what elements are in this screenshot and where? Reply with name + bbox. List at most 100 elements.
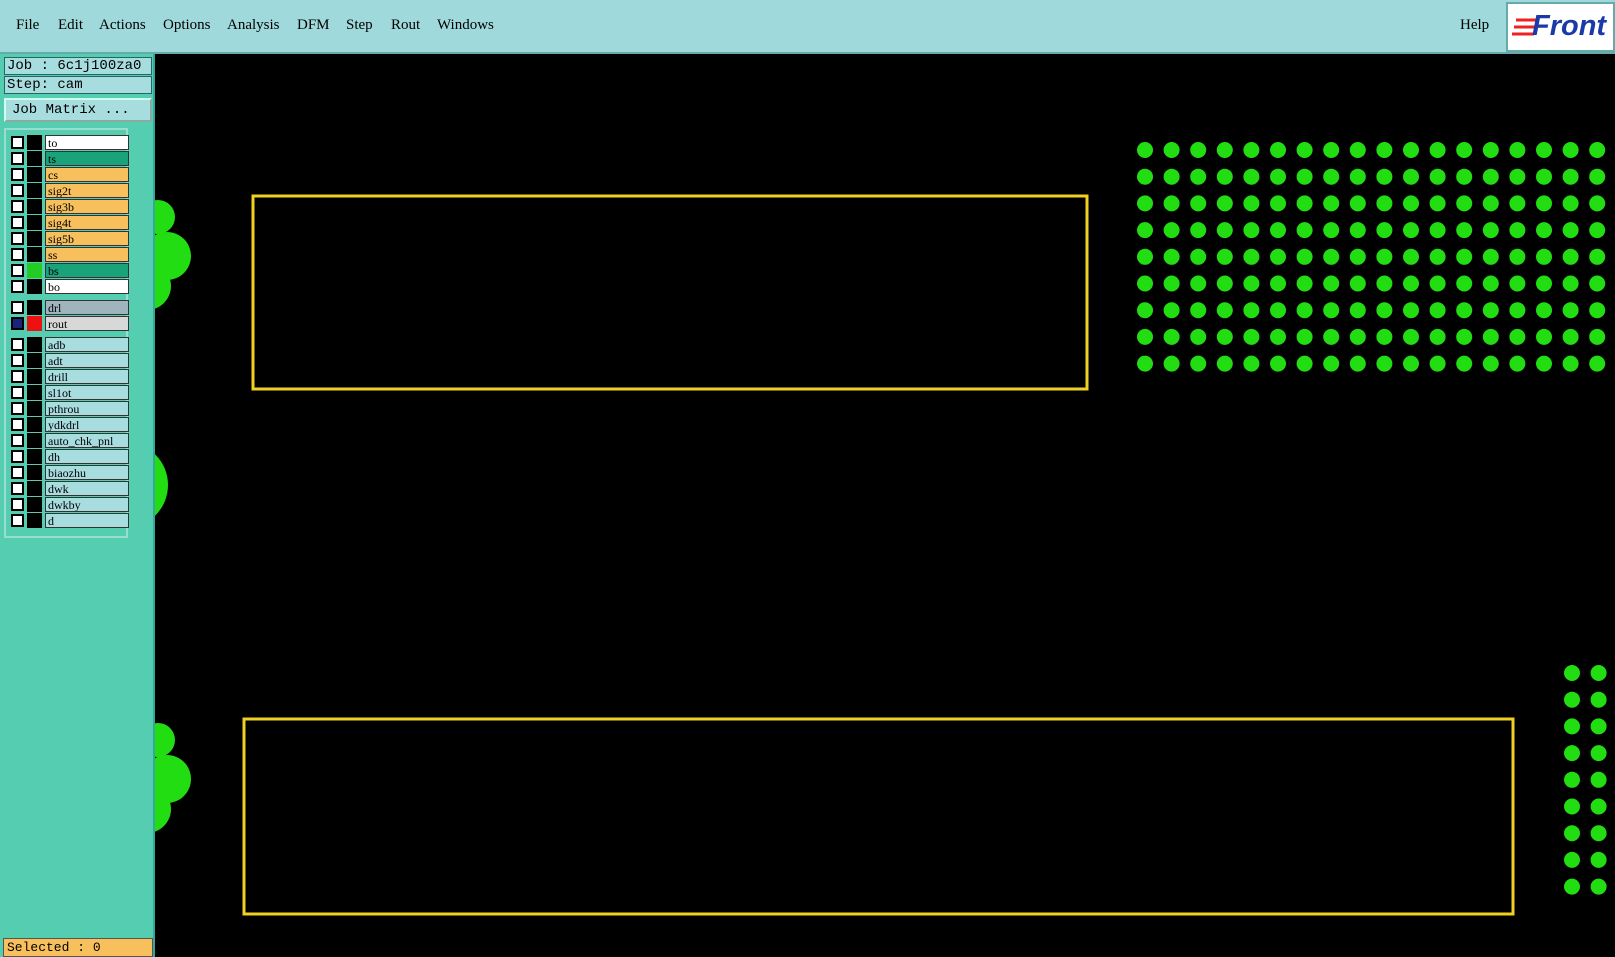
layer-name[interactable]: auto_chk_pnl (45, 433, 129, 448)
layer-row[interactable]: pthrou (9, 401, 129, 416)
layer-checkbox[interactable] (11, 168, 24, 181)
pad (1163, 275, 1180, 292)
layer-name[interactable]: adb (45, 337, 129, 352)
layer-checkbox[interactable] (11, 370, 24, 383)
layer-row[interactable]: auto_chk_pnl (9, 433, 129, 448)
layer-row[interactable]: sig3b (9, 199, 129, 214)
layer-row[interactable]: cs (9, 167, 129, 182)
layer-name[interactable]: sig5b (45, 231, 129, 246)
layer-row[interactable]: sig4t (9, 215, 129, 230)
layer-name[interactable]: rout (45, 316, 129, 331)
pad (1296, 302, 1313, 319)
layer-row[interactable]: sl1ot (9, 385, 129, 400)
layer-name[interactable]: sl1ot (45, 385, 129, 400)
menu-item[interactable]: Rout (391, 17, 421, 33)
layer-row[interactable]: bs (9, 263, 129, 278)
layer-checkbox[interactable] (11, 216, 24, 229)
layer-row[interactable]: ydkdrl (9, 417, 129, 432)
layer-checkbox[interactable] (11, 317, 24, 330)
layer-checkbox[interactable] (11, 264, 24, 277)
graphics-canvas[interactable] (155, 56, 1615, 957)
menu-item[interactable]: Analysis (227, 17, 280, 33)
layer-name[interactable]: ydkdrl (45, 417, 129, 432)
menu-item[interactable]: Options (163, 17, 211, 33)
layer-name[interactable]: ts (45, 151, 129, 166)
layer-checkbox[interactable] (11, 386, 24, 399)
layer-name[interactable]: adt (45, 353, 129, 368)
layer-name[interactable]: d (45, 513, 129, 528)
layer-row[interactable]: ss (9, 247, 129, 262)
layer-name[interactable]: dwk (45, 481, 129, 496)
layer-checkbox[interactable] (11, 354, 24, 367)
pad (1243, 248, 1260, 265)
layer-row[interactable]: bo (9, 279, 129, 294)
layer-row[interactable]: drl (9, 300, 129, 315)
layer-name[interactable]: sig4t (45, 215, 129, 230)
layer-name[interactable]: dwkby (45, 497, 129, 512)
layer-row[interactable]: sig2t (9, 183, 129, 198)
layer-row[interactable]: rout (9, 316, 129, 331)
layer-row[interactable]: drill (9, 369, 129, 384)
menu-item[interactable]: Step (346, 17, 373, 33)
layer-name[interactable]: bs (45, 263, 129, 278)
layer-row[interactable]: dh (9, 449, 129, 464)
menu-item[interactable]: Actions (99, 17, 146, 33)
pad (1216, 142, 1233, 158)
layer-name[interactable]: drl (45, 300, 129, 315)
layer-row[interactable]: dwk (9, 481, 129, 496)
layer-row[interactable]: adt (9, 353, 129, 368)
pad (1137, 142, 1153, 158)
layer-checkbox[interactable] (11, 434, 24, 447)
layer-row[interactable]: sig5b (9, 231, 129, 246)
menu-item[interactable]: DFM (297, 17, 330, 33)
layer-row[interactable]: to (9, 135, 129, 150)
layer-name[interactable]: biaozhu (45, 465, 129, 480)
help-menu[interactable]: Help (1460, 17, 1490, 33)
layer-checkbox[interactable] (11, 466, 24, 479)
pad (1589, 328, 1606, 345)
layer-name[interactable]: ss (45, 247, 129, 262)
layer-swatch (27, 497, 42, 512)
layer-checkbox[interactable] (11, 184, 24, 197)
layer-swatch (27, 215, 42, 230)
menu-item[interactable]: File (16, 17, 40, 33)
layer-swatch (27, 167, 42, 182)
layer-name[interactable]: sig3b (45, 199, 129, 214)
layer-checkbox[interactable] (11, 514, 24, 527)
layer-row[interactable]: biaozhu (9, 465, 129, 480)
layer-row[interactable]: adb (9, 337, 129, 352)
layer-checkbox[interactable] (11, 418, 24, 431)
layer-row[interactable]: dwkby (9, 497, 129, 512)
layer-checkbox[interactable] (11, 338, 24, 351)
outline-rect (242, 717, 1515, 916)
layer-checkbox[interactable] (11, 200, 24, 213)
layer-name[interactable]: bo (45, 279, 129, 294)
layer-checkbox[interactable] (11, 482, 24, 495)
layer-checkbox[interactable] (11, 450, 24, 463)
layer-checkbox[interactable] (11, 152, 24, 165)
layer-checkbox[interactable] (11, 248, 24, 261)
pad (155, 723, 175, 757)
menu-item[interactable]: Windows (437, 17, 494, 33)
layer-swatch (27, 337, 42, 352)
layer-name[interactable]: drill (45, 369, 129, 384)
layer-name[interactable]: cs (45, 167, 129, 182)
layer-name[interactable]: pthrou (45, 401, 129, 416)
layer-checkbox[interactable] (11, 136, 24, 149)
layer-name[interactable]: sig2t (45, 183, 129, 198)
layer-name[interactable]: to (45, 135, 129, 150)
layer-row[interactable]: d (9, 513, 129, 528)
layer-checkbox[interactable] (11, 280, 24, 293)
layer-checkbox[interactable] (11, 232, 24, 245)
layer-swatch (27, 401, 42, 416)
job-matrix-button[interactable]: Job Matrix ... (4, 98, 152, 122)
menu-item[interactable]: Edit (58, 17, 83, 33)
layer-name[interactable]: dh (45, 449, 129, 464)
layer-swatch (27, 353, 42, 368)
layer-checkbox[interactable] (11, 301, 24, 314)
layer-checkbox[interactable] (11, 402, 24, 415)
pad (1562, 222, 1579, 239)
pad (1509, 168, 1526, 185)
layer-checkbox[interactable] (11, 498, 24, 511)
layer-row[interactable]: ts (9, 151, 129, 166)
